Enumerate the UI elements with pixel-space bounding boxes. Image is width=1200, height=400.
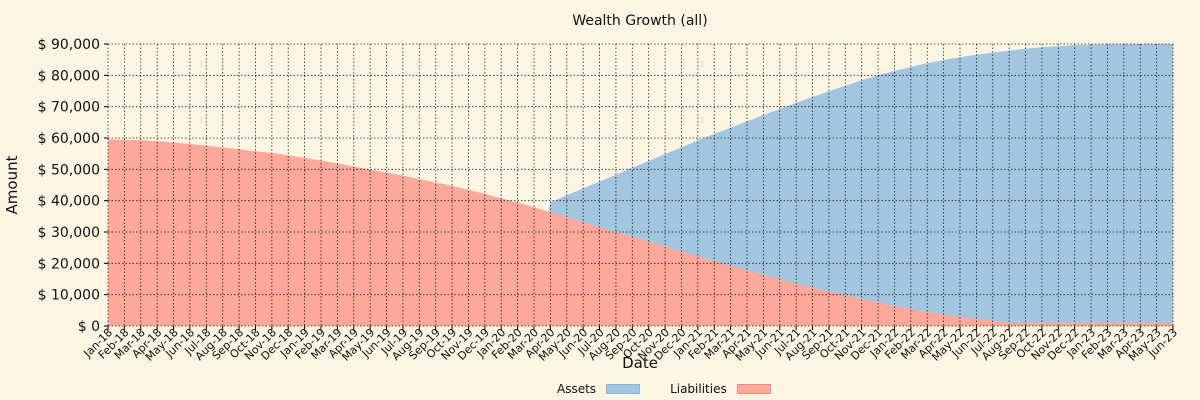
y-tick-label: $ 90,000 bbox=[38, 37, 100, 53]
series-area-liabilities bbox=[108, 139, 1173, 326]
y-tick-label: $ 10,000 bbox=[38, 288, 100, 304]
y-tick-label: $ 60,000 bbox=[38, 131, 100, 147]
legend-swatch-liabilities bbox=[736, 384, 771, 394]
legend-label-assets: Assets bbox=[557, 382, 597, 396]
legend-swatch-assets bbox=[606, 384, 641, 394]
y-tick-label: $ 50,000 bbox=[38, 162, 100, 178]
series-area-assets bbox=[108, 44, 1173, 326]
y-tick-label: $ 80,000 bbox=[38, 68, 100, 84]
y-tick-label: $ 30,000 bbox=[38, 225, 100, 241]
x-axis-label: Date bbox=[622, 354, 658, 372]
y-tick-label: $ 20,000 bbox=[38, 256, 100, 272]
chart-title: Wealth Growth (all) bbox=[572, 13, 708, 29]
y-tick-label: $ 40,000 bbox=[38, 194, 100, 210]
y-tick-label: $ 0 bbox=[78, 319, 100, 335]
legend-label-liabilities: Liabilities bbox=[670, 382, 727, 396]
y-tick-label: $ 70,000 bbox=[38, 100, 100, 116]
legend: Assets Liabilities bbox=[557, 382, 771, 396]
